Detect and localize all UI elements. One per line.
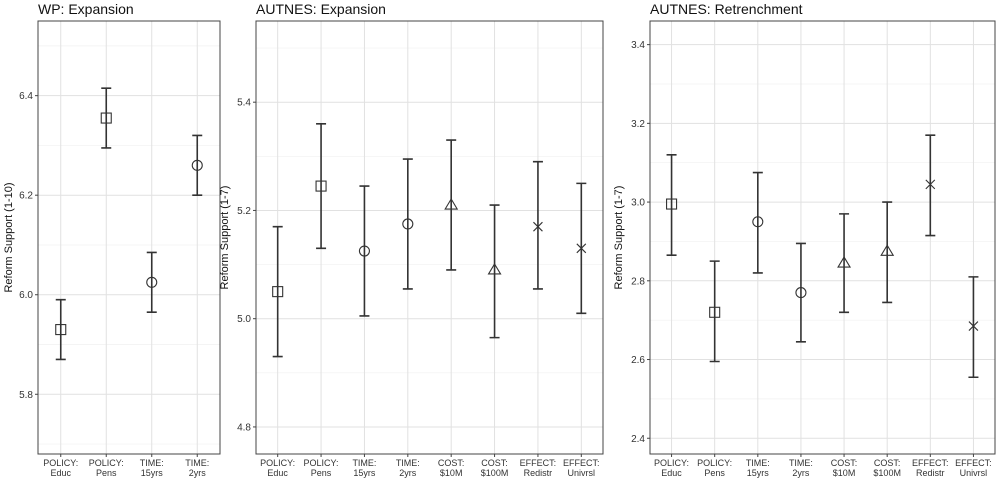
x-tick-label: POLICY: Pens xyxy=(89,458,124,478)
y-tick-label: 3.4 xyxy=(631,40,645,51)
x-tick-label: POLICY: Pens xyxy=(304,458,339,478)
x-tick-label: EFFECT: Univrsl xyxy=(563,458,600,478)
plot-area xyxy=(255,20,604,455)
point-marker-triangle xyxy=(487,262,502,275)
y-axis-title: Reform Support (1-10) xyxy=(3,182,15,292)
point-marker-square xyxy=(272,286,284,298)
point-marker-square xyxy=(315,180,327,192)
error-bar xyxy=(272,225,283,358)
point-marker-x xyxy=(533,221,543,232)
error-bar xyxy=(709,260,720,363)
error-bar xyxy=(968,276,979,379)
error-bar xyxy=(446,139,457,271)
error-bar xyxy=(101,87,112,149)
point-marker-circle xyxy=(795,287,807,299)
panel-title: WP: Expansion xyxy=(38,1,134,17)
x-tick-label: TIME: 2yrs xyxy=(185,458,209,478)
point-marker-x xyxy=(576,243,587,254)
y-tick-label: 3.2 xyxy=(631,119,645,130)
y-tick-label: 2.6 xyxy=(631,355,645,366)
error-bar xyxy=(795,242,806,343)
x-tick-label: POLICY: Educ xyxy=(43,458,78,478)
point-marker-circle xyxy=(146,276,158,288)
error-bar xyxy=(925,134,936,237)
error-bar xyxy=(839,213,850,314)
x-tick-label: COST: $100M xyxy=(481,458,509,478)
y-tick-label: 5.2 xyxy=(237,206,251,217)
y-tick-label: 5.8 xyxy=(19,390,33,401)
point-marker-circle xyxy=(191,159,203,171)
y-tick-label: 5.4 xyxy=(237,98,251,109)
point-marker-triangle xyxy=(837,256,852,268)
point-marker-circle xyxy=(752,216,764,228)
x-tick-label: POLICY: Educ xyxy=(654,458,689,478)
x-tick-label: TIME: 2yrs xyxy=(396,458,420,478)
error-bar xyxy=(316,123,327,250)
y-axis-title: Reform Support (1-7) xyxy=(219,186,231,290)
error-bar xyxy=(146,251,157,313)
plot-area xyxy=(37,20,221,455)
plot-frame xyxy=(255,20,604,455)
plot-frame xyxy=(37,20,221,455)
y-tick-label: 3.0 xyxy=(631,198,645,209)
point-marker-square xyxy=(666,198,678,210)
error-bar xyxy=(666,154,677,257)
y-tick-label: 6.2 xyxy=(19,191,33,202)
point-marker-circle xyxy=(358,245,370,257)
x-tick-label: COST: $10M xyxy=(831,458,858,478)
panel-title: AUTNES: Expansion xyxy=(256,1,386,17)
x-tick-label: EFFECT: Univrsl xyxy=(955,458,992,478)
x-tick-label: EFFECT: Redistr xyxy=(912,458,949,478)
x-tick-label: COST: $100M xyxy=(873,458,901,478)
error-bar xyxy=(532,160,543,290)
error-bar xyxy=(882,201,893,304)
error-bar xyxy=(489,204,500,339)
error-bar xyxy=(752,171,763,274)
point-marker-x xyxy=(968,321,979,331)
plot-frame xyxy=(649,20,996,455)
x-tick-label: TIME: 15yrs xyxy=(746,458,770,478)
plot-area xyxy=(649,20,996,455)
point-marker-square xyxy=(709,306,721,318)
point-marker-square xyxy=(100,112,112,124)
y-tick-label: 2.8 xyxy=(631,276,645,287)
y-axis-title: Reform Support (1-7) xyxy=(613,186,625,290)
point-marker-x xyxy=(925,179,936,190)
x-tick-label: TIME: 15yrs xyxy=(140,458,164,478)
panel-title: AUTNES: Retrenchment xyxy=(650,1,803,17)
x-tick-label: TIME: 2yrs xyxy=(789,458,813,478)
y-tick-label: 5.0 xyxy=(237,314,251,325)
error-bar xyxy=(402,158,413,290)
x-tick-label: COST: $10M xyxy=(438,458,465,478)
chart-panel-2: AUTNES: Expansion 4.8 5.0 5.2 5.4 Reform Supp… xyxy=(219,1,604,478)
x-tick-label: POLICY: Pens xyxy=(697,458,732,478)
y-tick-label: 6.0 xyxy=(19,290,33,301)
y-tick-label: 4.8 xyxy=(237,422,251,433)
error-bar xyxy=(192,134,203,196)
point-marker-circle xyxy=(402,218,414,230)
chart-panel-1: WP: Expansion 5.8 6.0 6.2 6.4 Reform Support … xyxy=(3,1,221,478)
point-marker-square xyxy=(55,324,67,336)
error-bar xyxy=(359,185,370,317)
x-tick-label: POLICY: Educ xyxy=(260,458,295,478)
error-bar xyxy=(55,298,66,361)
x-tick-label: TIME: 15yrs xyxy=(352,458,376,478)
x-tick-label: EFFECT: Redistr xyxy=(520,458,557,478)
chart-panel-3: AUTNES: Retrenchment 2.4 2.6 2.8 3.0 3.2 3.4 Re… xyxy=(613,1,996,478)
point-marker-triangle xyxy=(880,244,895,256)
point-marker-triangle xyxy=(444,197,459,210)
y-tick-label: 6.4 xyxy=(19,91,33,102)
y-tick-label: 2.4 xyxy=(631,434,645,445)
